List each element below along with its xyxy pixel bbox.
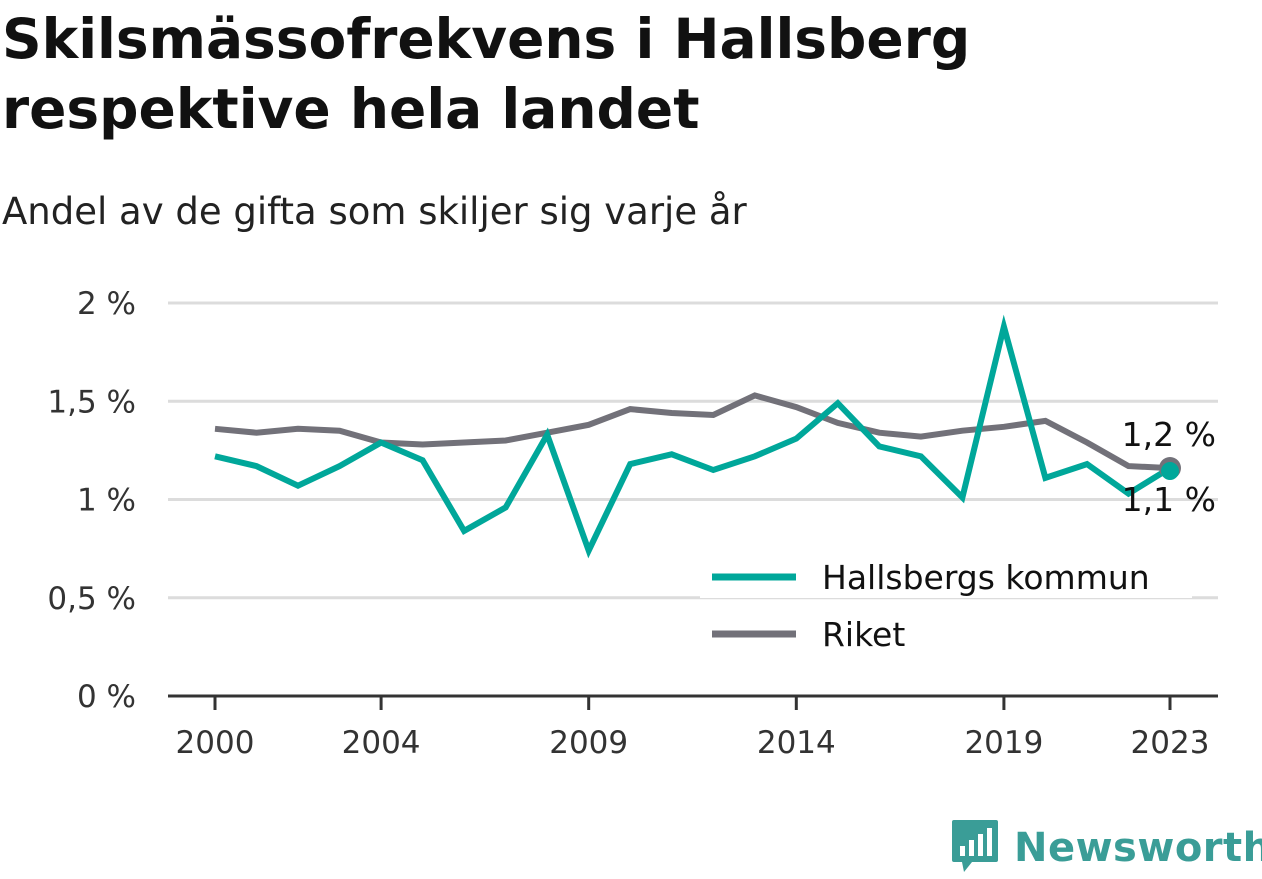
x-tick-label: 2000 bbox=[176, 725, 255, 761]
y-tick-label: 0 % bbox=[77, 679, 136, 715]
y-tick-label: 2 % bbox=[77, 286, 136, 322]
end-point-hallsberg bbox=[1161, 462, 1179, 481]
newsworthy-logo-icon bbox=[952, 820, 998, 872]
x-tick-label: 2019 bbox=[964, 725, 1043, 761]
legend-label: Riket bbox=[822, 615, 905, 654]
end-label-hallsberg: 1,1 % bbox=[1122, 480, 1216, 519]
legend: Hallsbergs kommun Riket bbox=[700, 548, 1192, 654]
y-axis-tick-labels: 0 % 0,5 % 1 % 1,5 % 2 % bbox=[47, 286, 136, 715]
legend-background bbox=[700, 548, 1192, 598]
y-tick-label: 0,5 % bbox=[47, 581, 136, 617]
x-tick-label: 2014 bbox=[757, 725, 836, 761]
brand-logo: Newsworthy bbox=[950, 818, 1262, 878]
x-axis: 2000 2004 2009 2014 2019 2023 bbox=[168, 694, 1218, 761]
series-line-hallsbergs-kommun bbox=[214, 314, 1172, 559]
x-tick-label: 2023 bbox=[1131, 725, 1210, 761]
y-tick-label: 1 % bbox=[77, 483, 136, 519]
end-label-riket: 1,2 % bbox=[1122, 415, 1216, 454]
brand-name: Newsworthy bbox=[1014, 825, 1262, 871]
x-tick-label: 2004 bbox=[342, 725, 421, 761]
series-line-riket bbox=[214, 392, 1171, 472]
series-lines bbox=[214, 314, 1172, 559]
chart-subtitle: Andel av de gifta som skiljer sig varje … bbox=[2, 190, 747, 233]
y-tick-label: 1,5 % bbox=[47, 384, 136, 420]
chart-title-line-1: Skilsmässofrekvens i Hallsberg bbox=[2, 7, 971, 71]
end-labels: 1,2 % 1,1 % bbox=[1122, 415, 1216, 519]
chart-title: Skilsmässofrekvens i Hallsberg respektiv… bbox=[2, 4, 1242, 144]
chart-title-line-2: respektive hela landet bbox=[2, 77, 700, 141]
legend-label: Hallsbergs kommun bbox=[822, 558, 1150, 597]
x-tick-label: 2009 bbox=[549, 725, 628, 761]
